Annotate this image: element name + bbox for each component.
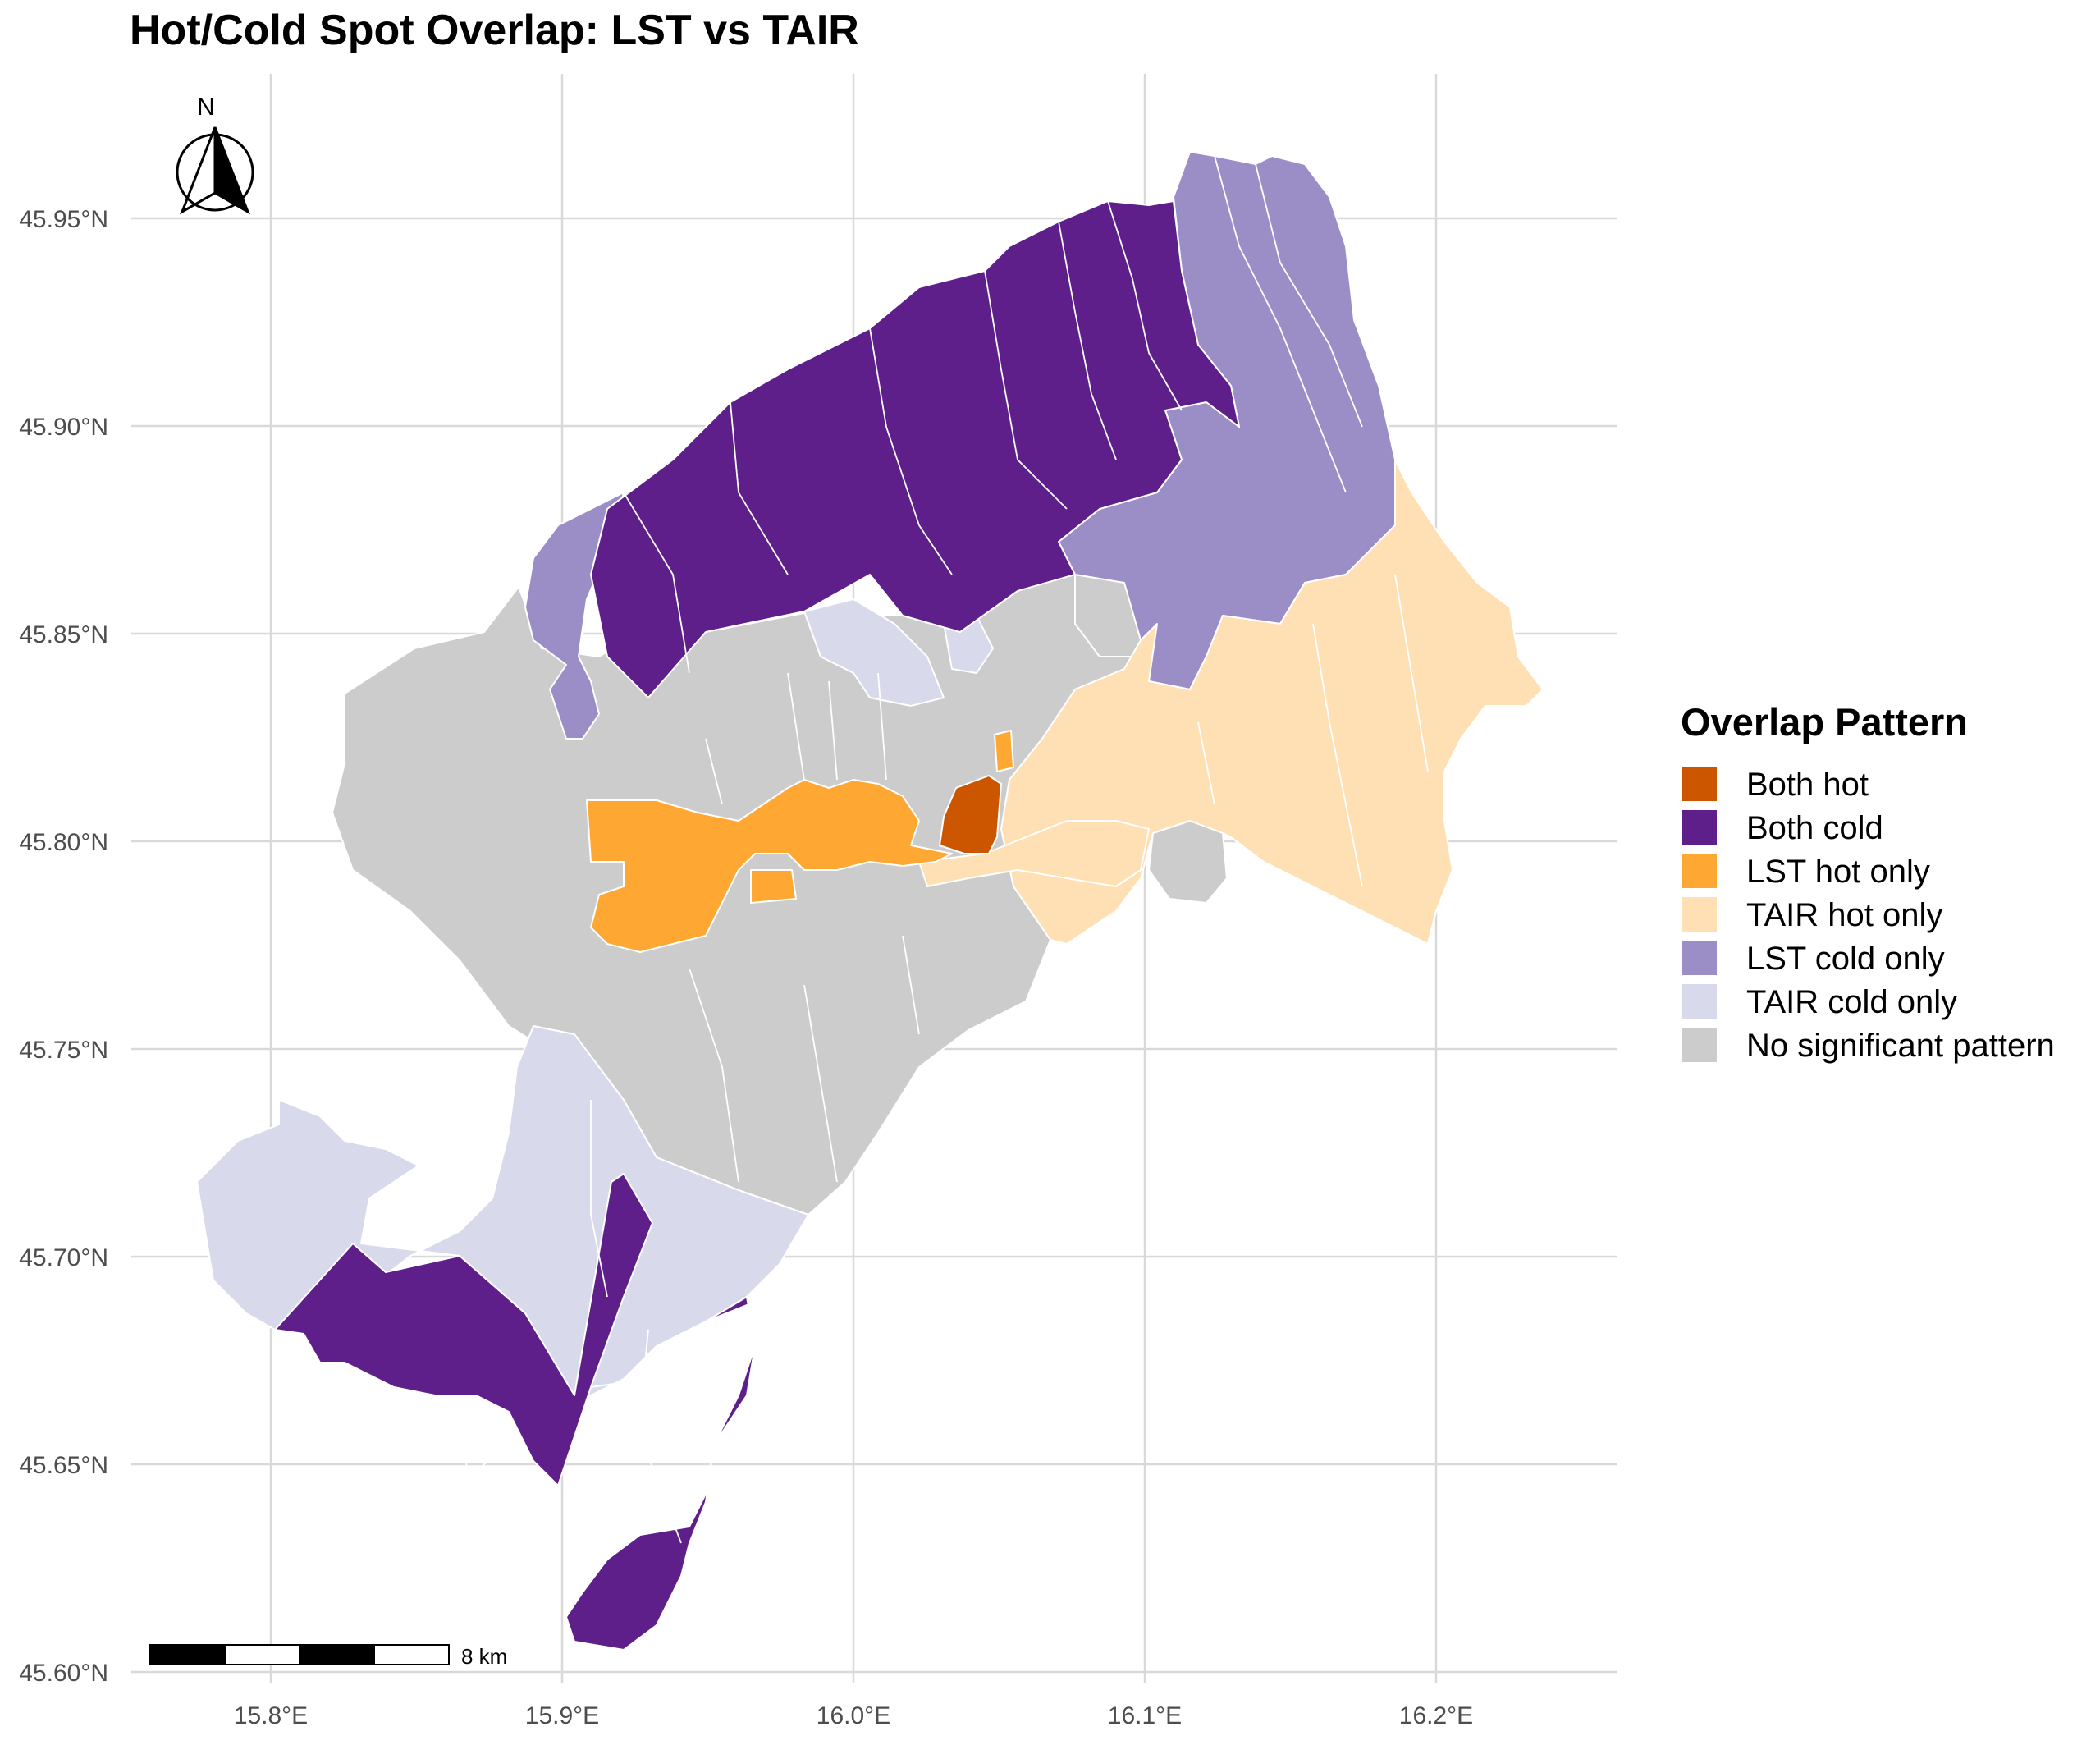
map-title: Hot/Cold Spot Overlap: LST vs TAIR	[130, 7, 859, 54]
y-tick-label: 45.80°N	[19, 829, 108, 856]
legend-items: Both hot Both cold LST hot only TAIR hot on…	[1682, 767, 2055, 1064]
y-tick-label: 45.90°N	[19, 414, 108, 441]
x-tick-label: 15.8°E	[234, 1702, 308, 1729]
x-tick-label: 16.1°E	[1108, 1702, 1182, 1729]
legend-label: Both hot	[1746, 767, 1869, 803]
scale-seg-1	[149, 1644, 226, 1665]
scale-seg-2	[224, 1644, 300, 1665]
y-tick-label: 45.85°N	[19, 621, 108, 648]
legend-label: TAIR cold only	[1746, 984, 1957, 1020]
legend-swatch	[1682, 810, 1717, 845]
y-tick-label: 45.65°N	[19, 1452, 108, 1479]
legend-label: LST cold only	[1746, 941, 1945, 977]
x-tick-label: 16.2°E	[1399, 1702, 1473, 1729]
y-tick-label: 45.95°N	[19, 206, 108, 233]
scale-seg-3	[299, 1644, 375, 1665]
scale-label: 8 km	[461, 1644, 507, 1669]
legend-swatch	[1682, 854, 1717, 888]
region-tair-hot-east	[1000, 459, 1544, 945]
legend-label: No significant pattern	[1746, 1028, 2055, 1064]
north-arrow-ring-icon	[176, 133, 254, 212]
scale-bar: 8 km	[149, 1644, 507, 1669]
region-tair-hot-strip	[918, 820, 1150, 887]
y-tick-label: 45.60°N	[19, 1660, 108, 1687]
region-none-east	[1148, 820, 1228, 904]
region-lst-hot-central	[586, 779, 953, 953]
x-tick-label: 15.9°E	[525, 1702, 599, 1729]
region-lst-hot-tiny	[994, 730, 1014, 772]
regions	[196, 151, 1544, 1651]
legend-title: Overlap Pattern	[1681, 700, 1968, 744]
legend-swatch	[1682, 897, 1717, 932]
legend-label: Both cold	[1746, 810, 1883, 846]
legend-swatch	[1682, 984, 1717, 1019]
legend-swatch	[1682, 941, 1717, 975]
y-tick-label: 45.70°N	[19, 1244, 108, 1271]
internal-boundaries	[459, 155, 1429, 1544]
legend: Overlap Pattern Both hot Both cold LST hot…	[1681, 700, 2055, 1064]
region-lst-hot-small	[750, 869, 797, 904]
legend-swatch	[1682, 1028, 1717, 1062]
legend-label: LST hot only	[1746, 854, 1930, 890]
legend-label: TAIR hot only	[1746, 897, 1942, 933]
x-tick-label: 16.0°E	[817, 1702, 890, 1729]
legend-swatch	[1682, 767, 1717, 801]
north-arrow: N	[176, 94, 254, 215]
region-tair-cold-north-1	[803, 598, 945, 707]
north-label: N	[197, 94, 215, 121]
north-arrow-right-icon	[213, 126, 250, 215]
region-both-hot	[939, 775, 1002, 854]
y-tick-label: 45.75°N	[19, 1037, 108, 1064]
axis-labels: 15.8°E 15.9°E 16.0°E 16.1°E 16.2°E 45.60°N 45.…	[19, 206, 1473, 1729]
region-both-cold-south	[274, 1173, 756, 1651]
scale-seg-4	[373, 1644, 450, 1665]
